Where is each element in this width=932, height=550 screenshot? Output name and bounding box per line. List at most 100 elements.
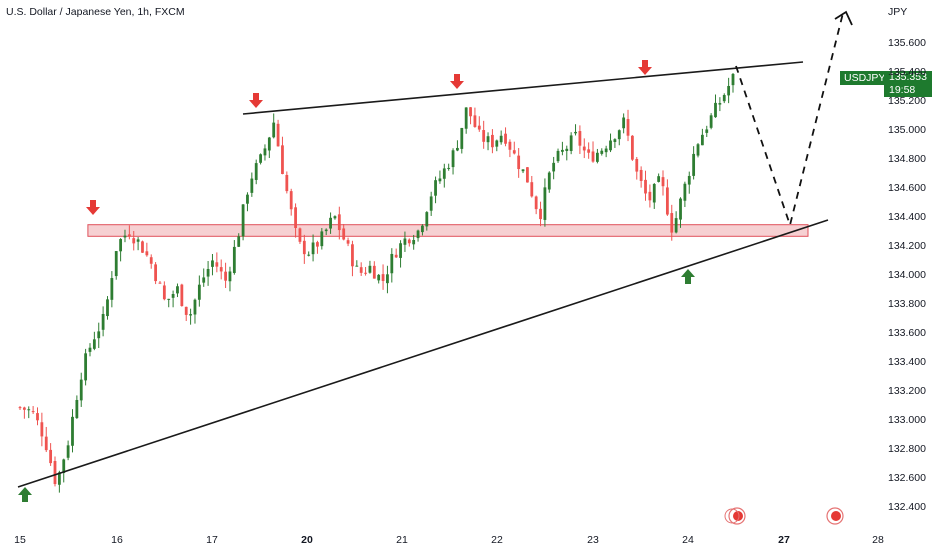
candle-body: [386, 274, 389, 284]
price-tick-label: 133.200: [888, 385, 926, 397]
candle-body: [543, 187, 547, 220]
candle-body: [582, 146, 586, 151]
candle-body: [412, 239, 416, 245]
candle-body: [232, 246, 236, 273]
candle-body: [22, 407, 26, 410]
candle-body: [705, 129, 709, 133]
candle-body: [639, 169, 643, 181]
time-axis: 15 16 17 20 21 22 23 24 27 28: [14, 534, 884, 546]
candle-body: [250, 178, 254, 193]
price-tick-label: 134.800: [888, 153, 926, 165]
lower-trendline: [17, 219, 829, 488]
time-tick-label: 24: [682, 534, 694, 546]
candle-body: [648, 191, 652, 201]
candle-body: [534, 196, 538, 210]
candle-body: [31, 411, 35, 413]
candle-body: [556, 150, 560, 162]
candle-body: [359, 267, 363, 273]
upper-trendline: [242, 61, 804, 115]
candle-body: [267, 137, 271, 151]
candle-body: [377, 274, 381, 281]
candle-body: [298, 228, 302, 242]
candle-body: [57, 472, 61, 485]
time-tick-label: 21: [396, 534, 408, 546]
candle-body: [149, 257, 153, 264]
candle-body: [184, 306, 188, 315]
candle-body: [609, 140, 612, 151]
event-flag-icon: [831, 511, 841, 521]
candle-body: [259, 154, 262, 163]
time-tick-label: 17: [206, 534, 218, 546]
candle-body: [407, 239, 411, 244]
time-tick-label: 23: [587, 534, 599, 546]
candle-body: [687, 175, 691, 185]
candle-body: [727, 85, 731, 96]
candle-body: [372, 265, 376, 279]
economic-event-icon-secondary[interactable]: [724, 508, 740, 524]
candle-body: [224, 271, 227, 281]
candle-body: [320, 231, 324, 247]
candle-body: [591, 151, 595, 162]
candle-body: [451, 150, 455, 168]
candle-body: [495, 140, 499, 147]
candle-body: [53, 460, 57, 485]
candle-body: [36, 413, 39, 421]
candle-body: [281, 145, 284, 174]
price-tick-label: 133.400: [888, 356, 926, 368]
candle-body: [289, 191, 293, 210]
candle-body: [442, 168, 446, 179]
candle-body: [460, 127, 464, 149]
time-tick-label: 20: [301, 534, 313, 546]
support-zone-layer: [87, 224, 809, 237]
candle-body: [552, 162, 556, 172]
price-tick-label: 133.600: [888, 327, 926, 339]
candles-layer: [18, 72, 735, 493]
candle-body: [508, 141, 512, 150]
candle-body: [644, 179, 647, 194]
candle-body: [193, 299, 197, 315]
candle-body: [587, 149, 591, 153]
candle-body: [329, 217, 332, 229]
candle-body: [44, 436, 48, 451]
candle-body: [119, 239, 123, 252]
candle-body: [390, 253, 394, 274]
candle-body: [521, 169, 525, 172]
last-price-value: 135.353: [889, 71, 927, 83]
candle-body: [158, 282, 162, 284]
price-tick-label: 134.600: [888, 182, 926, 194]
price-axis: JPY 135.600 135.400 135.200 135.000 134.800 13…: [888, 6, 926, 513]
candle-body: [595, 152, 599, 162]
candle-body: [539, 208, 542, 220]
candle-body: [683, 183, 687, 201]
candle-body: [547, 172, 551, 190]
candle-body: [316, 242, 319, 247]
candle-body: [18, 407, 22, 409]
candle-body: [114, 251, 118, 277]
candle-body: [670, 213, 674, 233]
candle-body: [456, 147, 459, 151]
candle-body: [652, 184, 656, 203]
event-icons-layer: [724, 507, 844, 525]
candle-body: [679, 198, 682, 220]
candle-body: [171, 294, 175, 298]
time-tick-label: 22: [491, 534, 503, 546]
price-unit-label: JPY: [888, 6, 907, 18]
projection-arrowhead: [834, 10, 853, 26]
candle-body: [324, 229, 328, 232]
candle-body: [62, 459, 66, 474]
candle-body: [219, 267, 223, 272]
sell-arrow-icon: [86, 200, 100, 215]
support-zone: [87, 224, 809, 237]
candle-body: [211, 260, 214, 267]
candle-body: [307, 254, 311, 256]
candle-body: [101, 313, 105, 330]
candle-body: [97, 331, 101, 339]
candle-body: [136, 239, 140, 242]
candle-body: [499, 135, 503, 143]
candle-body: [469, 107, 472, 117]
candle-body: [75, 399, 79, 419]
candle-body: [709, 115, 713, 128]
candle-body: [731, 73, 735, 86]
candle-body: [228, 271, 232, 282]
